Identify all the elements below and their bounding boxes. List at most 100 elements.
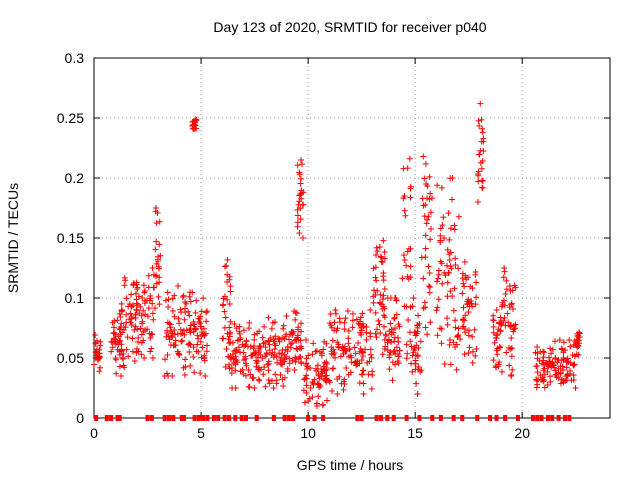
data-point — [395, 360, 402, 367]
data-point — [226, 333, 233, 340]
data-point — [112, 355, 119, 362]
data-point — [315, 393, 322, 400]
data-point — [144, 326, 151, 333]
data-point — [459, 275, 466, 282]
data-point — [187, 298, 194, 305]
data-point — [479, 184, 486, 191]
data-point — [564, 358, 571, 365]
data-point — [409, 368, 416, 375]
data-point — [359, 371, 366, 378]
data-point — [465, 332, 472, 339]
data-point — [193, 297, 200, 304]
data-point — [246, 384, 253, 391]
data-point — [559, 363, 566, 370]
data-point — [566, 370, 573, 377]
data-point — [563, 377, 570, 384]
data-point — [162, 297, 169, 304]
data-point — [197, 313, 204, 320]
data-point — [335, 344, 342, 351]
data-point — [123, 319, 130, 326]
data-point — [291, 367, 298, 373]
data-point — [500, 274, 507, 281]
zero-marker — [475, 415, 480, 421]
data-point — [452, 317, 459, 324]
data-point — [407, 338, 414, 345]
data-point — [94, 337, 101, 344]
data-point — [154, 256, 161, 263]
data-point — [380, 277, 387, 284]
data-point — [461, 317, 468, 324]
data-point — [228, 356, 235, 363]
data-point — [130, 282, 137, 289]
data-point — [309, 351, 316, 358]
data-point — [111, 317, 118, 324]
data-point — [221, 308, 228, 315]
data-point — [399, 275, 406, 282]
data-point — [392, 295, 399, 301]
data-point — [255, 364, 262, 371]
data-point — [118, 373, 125, 379]
zero-marker — [254, 415, 259, 421]
zero-marker — [530, 415, 535, 421]
data-point — [273, 377, 280, 384]
data-point — [295, 324, 302, 331]
data-point — [426, 283, 433, 290]
data-point — [149, 310, 156, 317]
data-point — [323, 359, 330, 366]
data-point — [332, 307, 339, 313]
zero-marker — [286, 415, 291, 421]
data-point — [490, 357, 497, 364]
data-point — [412, 329, 419, 336]
data-point — [341, 376, 348, 383]
data-point — [446, 341, 453, 348]
data-point — [169, 334, 176, 341]
data-point — [242, 342, 249, 349]
data-point — [330, 365, 337, 372]
data-point — [407, 274, 414, 281]
data-points — [91, 100, 583, 421]
ticks: 0 5 10 15 20 0 0.05 0.1 0.15 0.2 0.25 0.3 — [57, 50, 610, 441]
data-point — [298, 343, 305, 350]
data-point — [343, 365, 350, 372]
data-point — [272, 333, 279, 340]
data-point — [462, 312, 469, 319]
data-point — [373, 252, 380, 259]
data-point — [109, 344, 116, 351]
zero-marker — [488, 415, 493, 421]
data-point — [559, 376, 566, 383]
zero-marker — [104, 415, 109, 421]
data-point — [422, 201, 429, 208]
data-point — [293, 345, 300, 352]
data-point — [122, 277, 129, 284]
zero-marker — [451, 415, 456, 421]
data-point — [465, 296, 472, 303]
data-point — [180, 364, 187, 371]
data-point — [386, 354, 393, 361]
data-point — [476, 122, 483, 129]
data-point — [467, 283, 474, 290]
data-point — [476, 151, 483, 158]
data-point — [128, 291, 135, 298]
data-point — [240, 349, 247, 356]
data-point — [203, 318, 210, 325]
zero-marker — [503, 415, 508, 421]
data-point — [506, 362, 513, 369]
data-point — [534, 369, 541, 376]
data-point — [197, 338, 204, 345]
data-point — [297, 175, 304, 182]
data-point — [198, 333, 205, 340]
data-point — [393, 344, 400, 351]
data-point — [292, 316, 299, 323]
data-point — [381, 249, 388, 256]
data-point — [156, 241, 163, 248]
data-point — [271, 319, 278, 326]
data-point — [134, 284, 141, 291]
data-point — [345, 328, 352, 335]
data-point — [478, 165, 485, 172]
data-point — [407, 194, 414, 201]
data-point — [533, 384, 540, 391]
x-tick-label: 10 — [300, 425, 316, 441]
data-point — [204, 342, 211, 349]
data-point — [422, 232, 429, 239]
data-point — [153, 220, 160, 227]
